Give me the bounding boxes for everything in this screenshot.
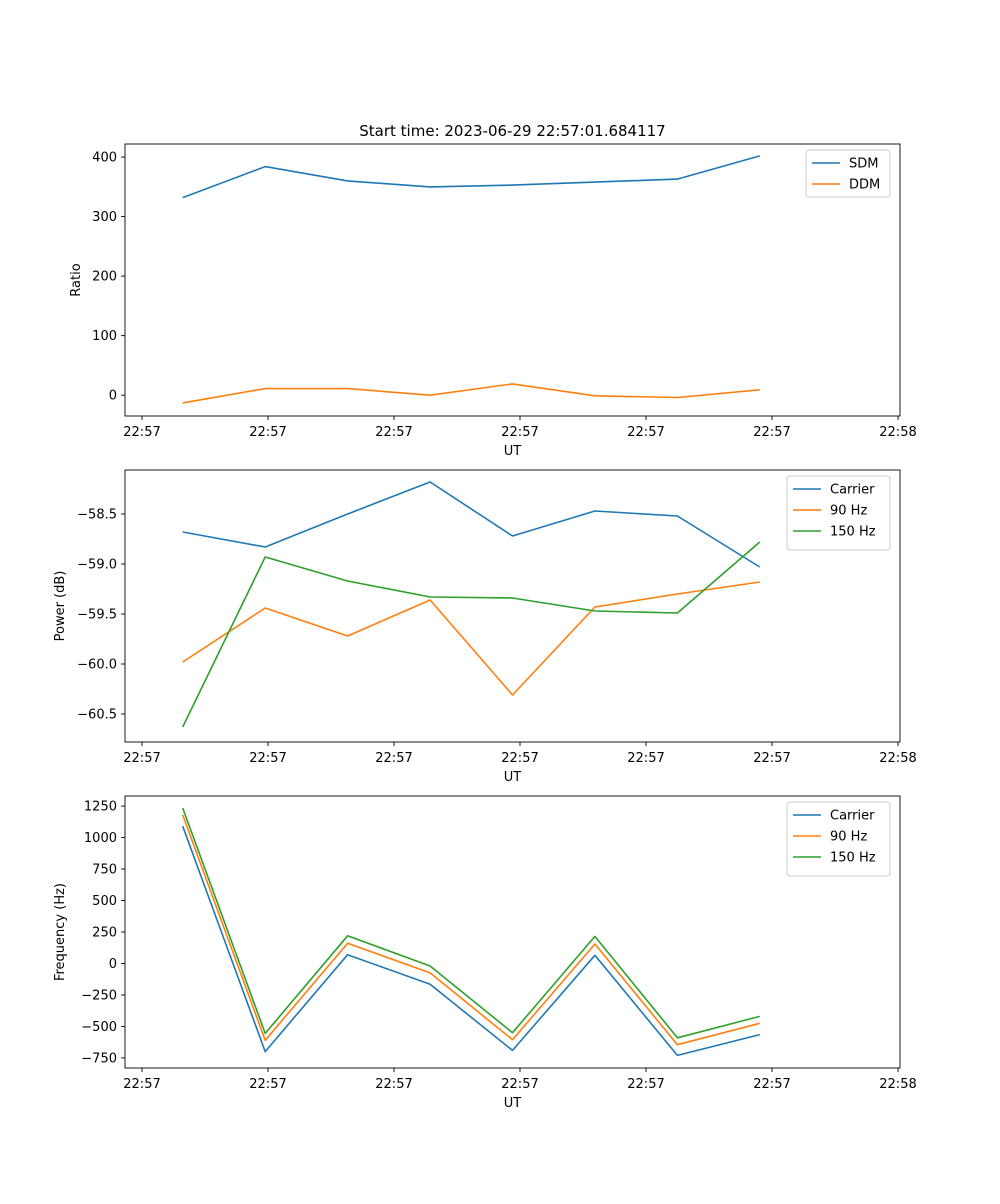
y-tick-label: 300 <box>92 210 117 225</box>
x-tick-label: 22:57 <box>123 425 160 440</box>
y-axis-label: Frequency (Hz) <box>53 883 68 981</box>
legend-label: Carrier <box>830 483 875 498</box>
x-tick-label: 22:57 <box>123 1077 160 1092</box>
y-tick-label: 400 <box>92 151 117 166</box>
x-tick-label: 22:58 <box>879 425 916 440</box>
y-tick-label: −60.5 <box>77 708 117 723</box>
x-tick-label: 22:57 <box>753 751 790 766</box>
chart-1: Start time: 2023-06-29 22:57:01.684117 22… <box>69 122 917 459</box>
chart-title: Start time: 2023-06-29 22:57:01.684117 <box>359 122 665 140</box>
x-tick-label: 22:57 <box>375 1077 412 1092</box>
series-line-150-hz <box>181 807 761 1039</box>
y-axis-label: Power (dB) <box>53 571 68 642</box>
x-tick-label: 22:57 <box>375 425 412 440</box>
y-tick-label: 200 <box>92 270 117 285</box>
x-tick-label: 22:57 <box>501 1077 538 1092</box>
legend-frame <box>805 149 891 198</box>
chart-2: 22:57 22:57 22:57 22:57 22:57 22:57 22:58 −58.5… <box>53 469 917 785</box>
y-tick-label: 1000 <box>84 831 117 846</box>
x-tick-label: 22:57 <box>123 751 160 766</box>
x-tick-label: 22:57 <box>501 425 538 440</box>
legend-label: Carrier <box>830 809 875 824</box>
x-tick-label: 22:57 <box>627 1077 664 1092</box>
legend: Carrier 90 Hz 150 Hz <box>786 801 891 877</box>
legend-label: 150 Hz <box>830 525 876 540</box>
series-line-90-hz <box>182 581 760 696</box>
series-line-150-hz <box>181 541 761 728</box>
x-tick-label: 22:58 <box>879 1077 916 1092</box>
plot-frame <box>124 469 901 743</box>
x-tick-label: 22:57 <box>249 1077 286 1092</box>
x-tick-label: 22:57 <box>249 425 286 440</box>
plot-frame <box>124 143 901 417</box>
y-tick-label: 0 <box>109 957 117 972</box>
x-tick-label: 22:57 <box>627 751 664 766</box>
y-tick-label: 0 <box>109 389 117 404</box>
series-line-carrier <box>181 825 760 1057</box>
y-tick-label: −59.0 <box>77 558 117 573</box>
x-tick-label: 22:57 <box>627 425 664 440</box>
y-tick-label: −500 <box>81 1020 117 1035</box>
x-axis-label: UT <box>504 770 522 785</box>
series-line-ddm <box>182 383 760 404</box>
y-axis-label: Ratio <box>69 263 84 296</box>
y-tick-label: 250 <box>92 926 117 941</box>
y-tick-label: 1250 <box>84 800 117 815</box>
chart-3: 22:57 22:57 22:57 22:57 22:57 22:57 22:58 1250 1… <box>53 795 917 1111</box>
x-tick-label: 22:58 <box>879 751 916 766</box>
y-tick-label: −60.0 <box>77 658 117 673</box>
y-tick-label: −58.5 <box>77 508 117 523</box>
y-tick-label: −59.5 <box>77 608 117 623</box>
series-line-carrier <box>182 481 761 568</box>
x-tick-label: 22:57 <box>501 751 538 766</box>
x-axis-label: UT <box>504 444 522 459</box>
legend-label: 90 Hz <box>830 830 867 845</box>
legend-label: DDM <box>849 178 880 193</box>
series-line-90-hz <box>181 814 761 1046</box>
y-tick-label: −250 <box>81 988 117 1003</box>
y-tick-label: 750 <box>92 863 117 878</box>
y-tick-label: 500 <box>92 894 117 909</box>
legend: SDM DDM <box>805 149 891 198</box>
legend-label: 90 Hz <box>830 504 867 519</box>
legend: Carrier 90 Hz 150 Hz <box>786 475 891 551</box>
series-line-sdm <box>182 155 761 199</box>
legend-label: SDM <box>849 157 878 172</box>
x-tick-label: 22:57 <box>753 425 790 440</box>
x-tick-label: 22:57 <box>375 751 412 766</box>
y-tick-label: 100 <box>92 329 117 344</box>
x-tick-label: 22:57 <box>249 751 286 766</box>
x-tick-label: 22:57 <box>753 1077 790 1092</box>
legend-label: 150 Hz <box>830 851 876 866</box>
x-axis-label: UT <box>504 1096 522 1111</box>
y-tick-label: −750 <box>81 1051 117 1066</box>
